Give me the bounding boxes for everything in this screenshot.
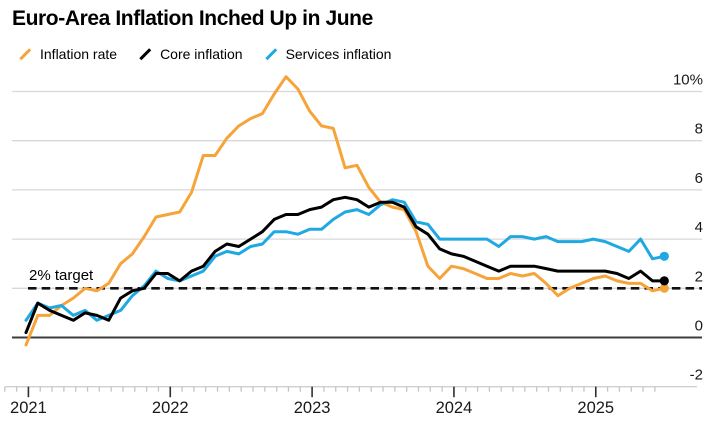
legend-label-inflation-rate: Inflation rate (40, 46, 118, 62)
legend-label-core-inflation: Core inflation (160, 46, 243, 62)
y-axis-label--2: -2 (690, 367, 703, 384)
legend-item-inflation-rate: Inflation rate (18, 46, 117, 62)
y-axis-label-0: 0 (695, 318, 703, 335)
y-axis-label-4: 4 (695, 219, 703, 236)
chart-legend: Inflation rate Core inflation Services i… (18, 46, 391, 62)
y-axis-label-6: 6 (695, 170, 703, 187)
x-axis-label-2023: 2023 (294, 399, 331, 417)
end-marker-services-inflation (659, 251, 669, 261)
line-swatch-icon (19, 47, 32, 60)
legend-item-core-inflation: Core inflation (138, 46, 243, 62)
end-marker-inflation-rate (659, 283, 669, 293)
x-axis-label-2025: 2025 (577, 399, 614, 417)
y-axis-label-2: 2 (695, 268, 703, 285)
y-axis-label-8: 8 (695, 121, 703, 138)
target-line-label: 2% target (29, 267, 94, 284)
x-axis-label-2021: 2021 (10, 399, 47, 417)
x-axis-label-2024: 2024 (436, 399, 473, 417)
end-marker-core-inflation (659, 276, 669, 286)
series-line-inflation-rate (24, 75, 666, 347)
line-swatch-icon (139, 47, 152, 60)
inflation-rate-swatch-line (19, 47, 32, 60)
line-swatch-icon (264, 47, 277, 60)
series-line-services-inflation (24, 198, 666, 322)
legend-item-services-inflation: Services inflation (264, 46, 392, 62)
legend-label-services-inflation: Services inflation (285, 46, 392, 62)
chart-title: Euro-Area Inflation Inched Up in June (12, 7, 373, 30)
core-inflation-swatch-line (139, 47, 152, 60)
y-axis-label-10%: 10% (673, 72, 703, 89)
x-axis-label-2022: 2022 (152, 399, 189, 417)
services-inflation-swatch-line (264, 47, 277, 60)
series-line-core-inflation (24, 195, 666, 335)
